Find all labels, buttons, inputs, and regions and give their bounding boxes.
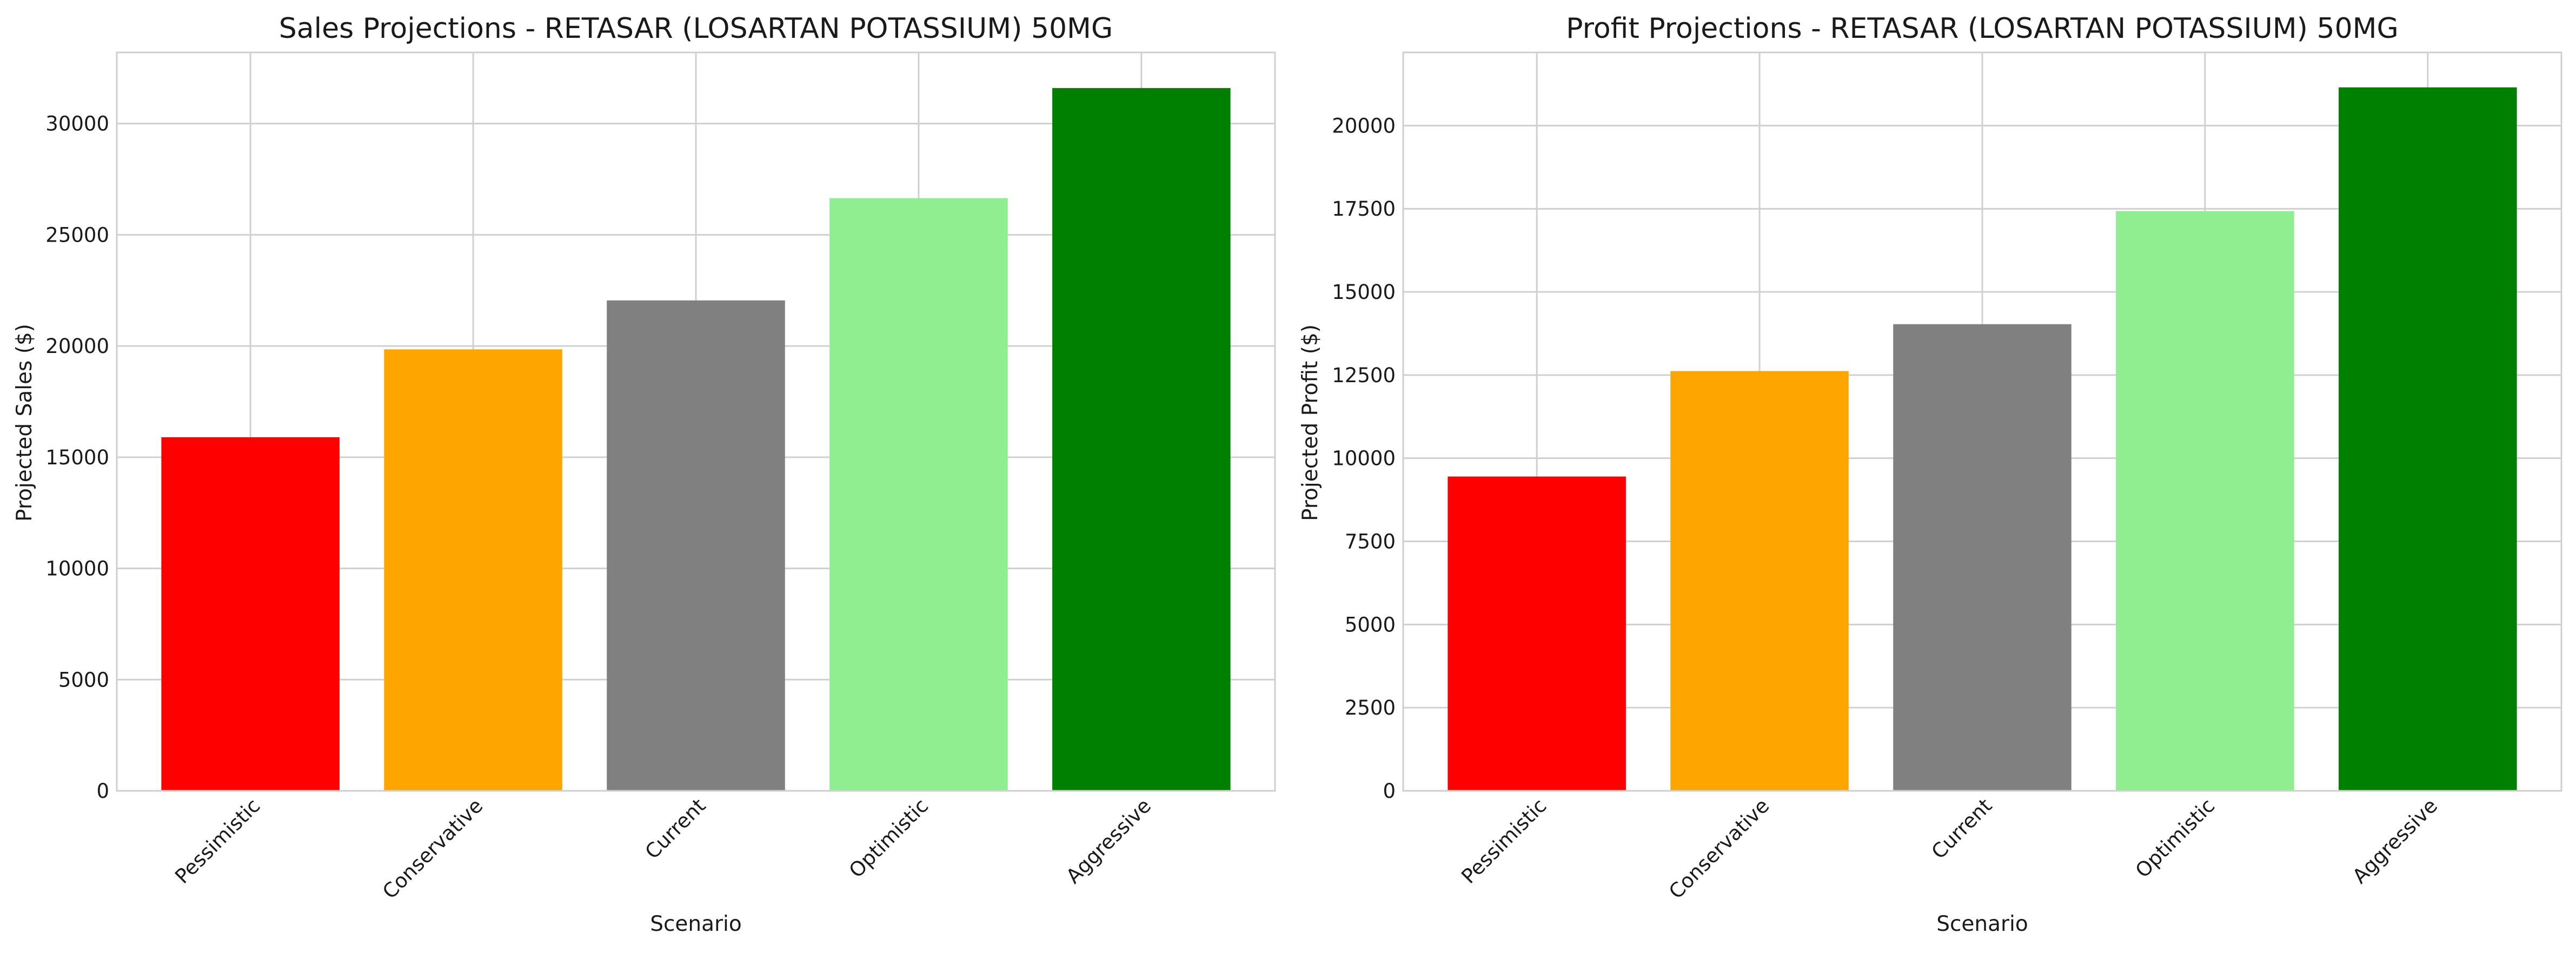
profit-bar-current (1893, 324, 2072, 791)
sales-bar-conservative (384, 349, 562, 791)
profit-x-tick-label: Pessimistic (1457, 794, 1551, 888)
profit-y-ticks: 0 2500 5000 7500 10000 12500 15000 17500 20000 (1332, 114, 1396, 803)
sales-x-axis-label: Scenario (650, 912, 742, 936)
profit-y-tick-label: 12500 (1332, 364, 1396, 387)
sales-x-tick-label: Current (641, 794, 711, 864)
profit-x-tick-label: Optimistic (2131, 794, 2219, 882)
sales-y-tick-label: 30000 (45, 112, 109, 136)
sales-x-tick-label: Aggressive (1061, 794, 1156, 888)
sales-y-tick-label: 25000 (45, 223, 109, 246)
profit-y-tick-label: 10000 (1332, 447, 1396, 470)
profit-y-tick-label: 20000 (1332, 114, 1396, 137)
profit-x-tick-label: Aggressive (2348, 794, 2442, 888)
sales-bar-current (607, 300, 785, 791)
profit-x-tick-label: Conservative (1664, 794, 1774, 903)
sales-y-axis-label: Projected Sales ($) (12, 324, 37, 522)
profit-y-tick-label: 7500 (1345, 530, 1396, 554)
sales-y-tick-label: 0 (96, 779, 109, 803)
sales-bar-pessimistic (161, 437, 340, 791)
sales-x-tick-label: Optimistic (845, 794, 933, 882)
profit-bar-conservative (1670, 371, 1849, 791)
profit-chart: Profit Projections - RETASAR (LOSARTAN P… (1298, 12, 2562, 936)
sales-x-tick-label: Pessimistic (170, 794, 264, 888)
profit-y-tick-label: 2500 (1345, 696, 1396, 719)
profit-x-tick-label: Current (1927, 794, 1997, 864)
sales-y-ticks: 0 5000 10000 15000 20000 25000 30000 (45, 112, 109, 803)
sales-bar-optimistic (829, 198, 1008, 791)
sales-bars (161, 88, 1231, 791)
sales-chart: Sales Projections - RETASAR (LOSARTAN PO… (12, 12, 1276, 936)
sales-chart-title: Sales Projections - RETASAR (LOSARTAN PO… (279, 12, 1113, 45)
sales-y-tick-label: 15000 (45, 446, 109, 469)
sales-bar-aggressive (1052, 88, 1231, 791)
sales-x-tick-label: Conservative (378, 794, 487, 903)
profit-y-tick-label: 0 (1383, 779, 1396, 803)
profit-bars (1448, 87, 2517, 791)
profit-y-axis-label: Projected Profit ($) (1298, 324, 1323, 521)
sales-x-ticks: Pessimistic Conservative Current Optimistic… (170, 794, 1156, 903)
sales-y-tick-label: 20000 (45, 335, 109, 358)
sales-y-tick-label: 5000 (58, 668, 109, 691)
profit-plot-frame (1402, 51, 2562, 792)
profit-chart-title: Profit Projections - RETASAR (LOSARTAN P… (1566, 12, 2399, 45)
sales-y-tick-label: 10000 (45, 557, 109, 581)
profit-bar-aggressive (2339, 87, 2517, 791)
profit-bar-pessimistic (1448, 476, 1626, 791)
profit-bar-optimistic (2116, 211, 2294, 791)
profit-x-axis-label: Scenario (1936, 912, 2028, 936)
profit-y-tick-label: 15000 (1332, 281, 1396, 304)
profit-y-tick-label: 17500 (1332, 197, 1396, 221)
profit-x-ticks: Pessimistic Conservative Current Optimistic… (1457, 794, 2442, 903)
profit-y-tick-label: 5000 (1345, 613, 1396, 636)
sales-plot-frame (116, 51, 1276, 792)
